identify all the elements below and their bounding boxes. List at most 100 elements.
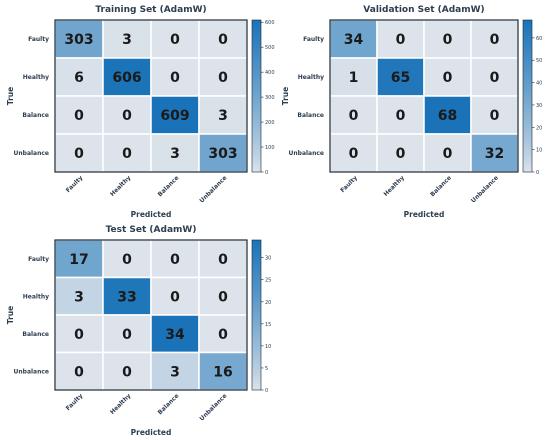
cell-value-label: 609 xyxy=(160,108,189,124)
cell-value-label: 0 xyxy=(349,146,359,162)
heatmap-cell xyxy=(102,57,152,97)
cell-value-label: 303 xyxy=(208,146,237,162)
colorbar-tick-label: 600 xyxy=(265,20,275,26)
y-tick-label: Healthy xyxy=(23,74,49,81)
colorbar-tick-label: 60 xyxy=(536,36,542,42)
colorbar-tick-label: 50 xyxy=(536,58,542,64)
cell-value-label: 34 xyxy=(344,32,364,48)
cell-value-label: 0 xyxy=(443,146,453,162)
y-tick-label: Balance xyxy=(22,112,49,119)
confusion-matrix-3: Test Set (AdamW)17 0 0 03 33 0 00 0 34 00 0 3 16Faul… xyxy=(6,225,271,437)
colorbar-tick-label: 400 xyxy=(265,70,275,76)
cell-value-label: 0 xyxy=(122,252,132,268)
heatmap-cell xyxy=(198,314,248,354)
cell-value-label: 0 xyxy=(74,364,84,380)
x-tick-label: Healthy xyxy=(109,392,133,416)
cell-value-label: 17 xyxy=(69,252,88,268)
heatmap-cell xyxy=(150,351,200,391)
cell-value-label: 3 xyxy=(170,364,180,380)
heatmap-cell xyxy=(102,276,152,316)
x-axis-label: Predicted xyxy=(131,210,172,219)
x-tick-label: Unbalance xyxy=(198,392,228,422)
x-tick-label: Unbalance xyxy=(198,174,228,204)
y-tick-label: Balance xyxy=(22,331,49,338)
cell-value-label: 3 xyxy=(74,289,84,305)
heatmap-cell xyxy=(102,95,152,135)
cell-value-label: 0 xyxy=(443,70,453,86)
cell-value-label: 0 xyxy=(218,327,228,343)
y-axis-label: True xyxy=(6,87,15,105)
x-tick-label: Healthy xyxy=(109,174,133,198)
cell-value-label: 303 xyxy=(64,32,93,48)
cell-value-label: 3 xyxy=(122,32,132,48)
heatmap-cell xyxy=(329,19,378,59)
y-tick-label: Unbalance xyxy=(14,150,50,157)
colorbar-tick-label: 0 xyxy=(536,170,539,176)
colorbar xyxy=(522,19,533,173)
matrix-border xyxy=(54,239,248,391)
heatmap-cell xyxy=(376,95,425,135)
y-tick-label: Unbalance xyxy=(14,368,50,375)
cell-value-label: 1 xyxy=(349,70,359,86)
cell-value-label: 0 xyxy=(490,70,500,86)
y-tick-label: Unbalance xyxy=(289,150,325,157)
colorbar-tick-label: 40 xyxy=(536,81,542,87)
cell-value-label: 0 xyxy=(74,108,84,124)
cell-value-label: 0 xyxy=(218,70,228,86)
cell-value-label: 16 xyxy=(213,364,232,380)
cell-value-label: 0 xyxy=(218,252,228,268)
chart-title: Training Set (AdamW) xyxy=(95,5,206,15)
cell-value-label: 0 xyxy=(74,146,84,162)
cell-value-label: 0 xyxy=(74,327,84,343)
heatmap-cell xyxy=(198,239,248,279)
cell-value-label: 0 xyxy=(170,252,180,268)
colorbar-tick-label: 500 xyxy=(265,45,275,51)
y-tick-label: Faulty xyxy=(28,36,49,43)
confusion-matrix-2: Validation Set (AdamW) 34 0 0 0 1 65 0 0 0 0 68 0 0 0 0… xyxy=(281,5,542,219)
cell-value-label: 6 xyxy=(74,70,84,86)
colorbar-tick-label: 15 xyxy=(265,322,271,328)
y-axis-label: True xyxy=(6,306,15,324)
colorbar-tick-label: 20 xyxy=(536,125,542,131)
colorbar-tick-label: 100 xyxy=(265,145,275,151)
heatmap-cell xyxy=(198,133,248,173)
x-tick-label: Faulty xyxy=(65,392,85,412)
cell-value-label: 0 xyxy=(218,32,228,48)
x-tick-label: Faulty xyxy=(65,174,85,194)
cell-value-label: 68 xyxy=(438,108,457,124)
cell-value-label: 0 xyxy=(396,32,406,48)
colorbar xyxy=(251,19,262,173)
cell-value-label: 34 xyxy=(165,327,185,343)
colorbar-tick-label: 10 xyxy=(265,344,271,350)
heatmap-cell xyxy=(102,314,152,354)
chart-title: Validation Set (AdamW) xyxy=(363,5,484,15)
x-axis-label: Predicted xyxy=(131,428,172,437)
y-tick-label: Healthy xyxy=(298,74,324,81)
y-tick-label: Healthy xyxy=(23,293,49,300)
colorbar-tick-label: 30 xyxy=(536,103,542,109)
cell-value-label: 0 xyxy=(490,32,500,48)
heatmap-cell xyxy=(198,57,248,97)
cell-value-label: 0 xyxy=(396,146,406,162)
colorbar-tick-label: 30 xyxy=(265,256,271,262)
x-axis-label: Predicted xyxy=(404,210,445,219)
y-tick-label: Faulty xyxy=(303,36,324,43)
heatmap-cell xyxy=(198,95,248,135)
colorbar-tick-label: 25 xyxy=(265,278,271,284)
cell-value-label: 0 xyxy=(170,70,180,86)
cell-value-label: 3 xyxy=(218,108,228,124)
colorbar-tick-label: 10 xyxy=(536,148,542,154)
heatmap-cell xyxy=(102,133,152,173)
cell-value-label: 0 xyxy=(170,289,180,305)
cell-value-label: 32 xyxy=(485,146,504,162)
cell-value-label: 65 xyxy=(391,70,410,86)
heatmap-cell xyxy=(423,57,472,97)
colorbar-tick-label: 0 xyxy=(265,170,268,176)
cell-value-label: 3 xyxy=(170,146,180,162)
colorbar-tick-label: 5 xyxy=(265,366,268,372)
chart-title: Test Set (AdamW) xyxy=(106,225,197,235)
x-tick-label: Unbalance xyxy=(470,174,500,204)
confusion-matrix-1: Training Set (AdamW)303 3 0 06 606 0 00 0 609 30 0… xyxy=(6,5,275,219)
cell-value-label: 0 xyxy=(122,364,132,380)
